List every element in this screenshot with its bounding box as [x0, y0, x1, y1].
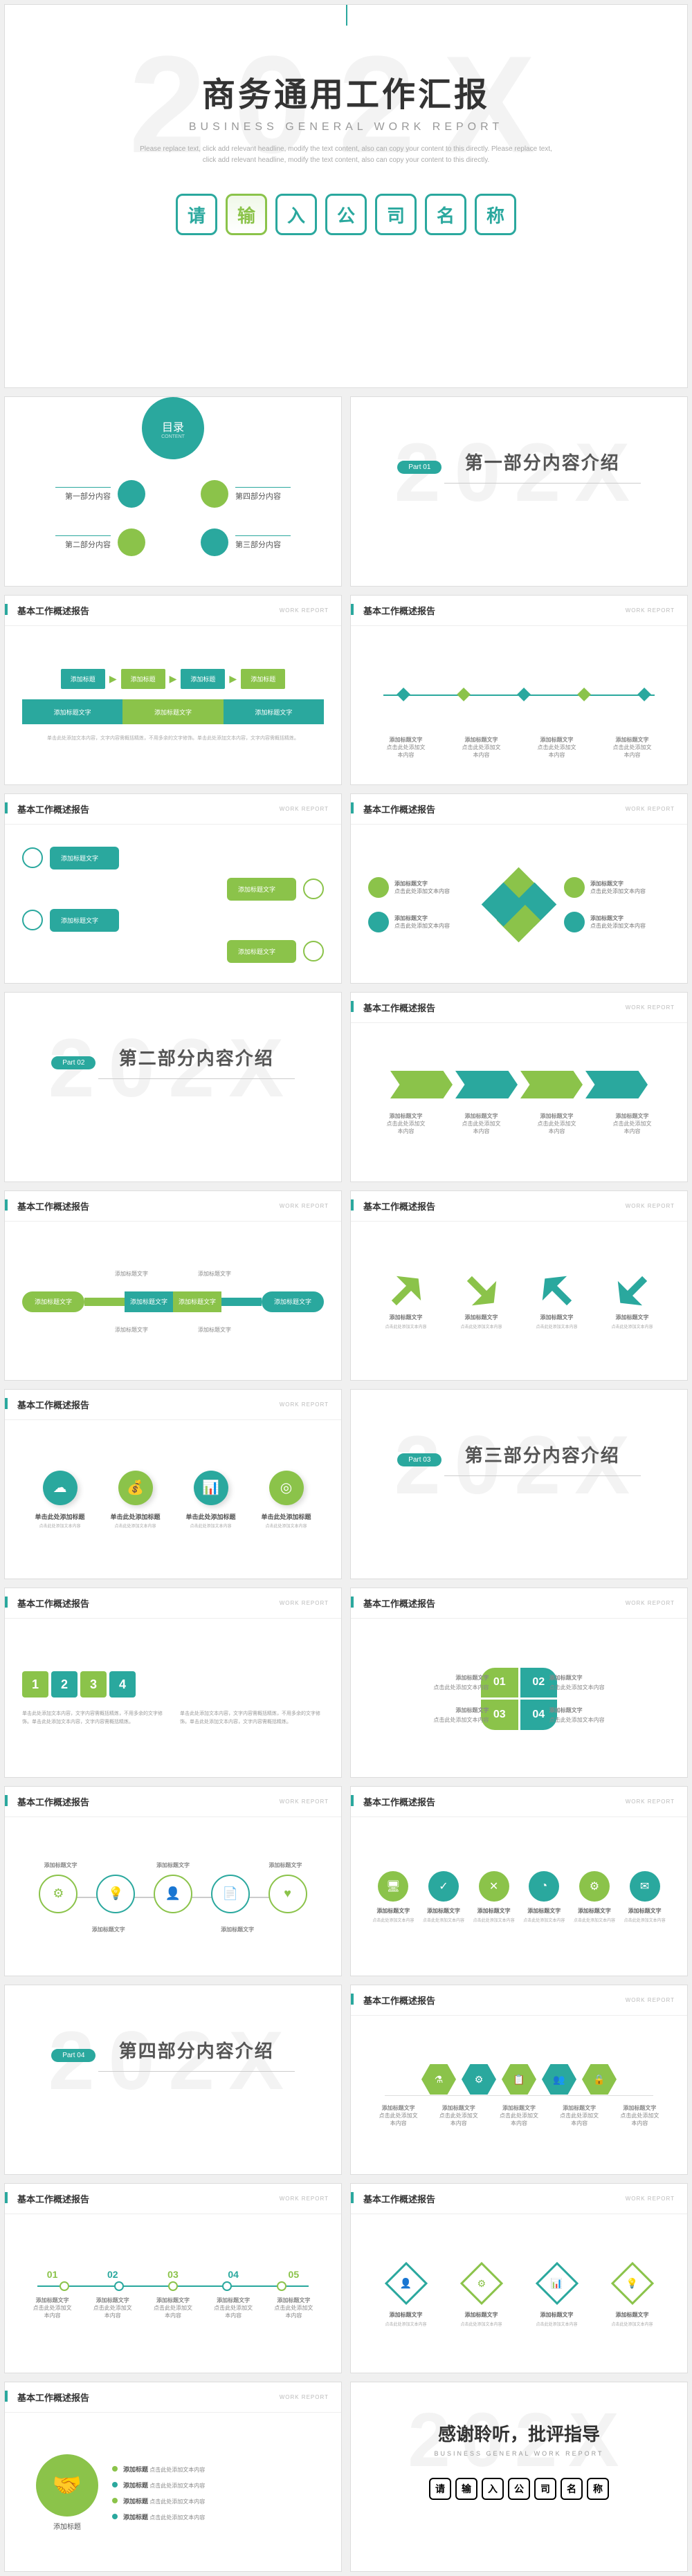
hex-icon: 👥 [542, 2064, 576, 2095]
diamond-icon: ⚙ [459, 2262, 502, 2305]
hex-icon: ⚗ [421, 2064, 456, 2095]
target-icon: ◎ [269, 1471, 304, 1505]
slide-hex: 基本工作概述报告WORK REPORT ⚗ ⚙ 📋 👥 🔒 添加标题文字点击此处… [350, 1985, 688, 2175]
cover-subtitle: BUSINESS GENERAL WORK REPORT [5, 121, 687, 134]
slide-grid22: 基本工作概述报告WORK REPORT 添加标题文字点击此处添加文本内容 添加标… [350, 1588, 688, 1778]
slide-timeline: 基本工作概述报告WORK REPORT 添加标题文字点击此处添加文本内容 添加标… [350, 595, 688, 785]
box: 入 [275, 194, 317, 235]
toc-item: 第四部分内容 [201, 480, 307, 508]
arrow-icon [608, 1267, 657, 1316]
slide-big-arrows: 基本工作概述报告WORK REPORT 添加标题文字点击此处添加文本内容 添加标… [350, 1190, 688, 1381]
part-badge: Part 01 [397, 461, 441, 474]
box: 司 [375, 194, 417, 235]
slide-chevrons: 基本工作概述报告WORK REPORT 添加标题文字点击此处添加文本内容 添加标… [350, 992, 688, 1182]
x-icon: ✕ [479, 1871, 509, 1902]
gear-icon: ⚙ [39, 1875, 78, 1913]
doc-icon: 📄 [211, 1875, 250, 1913]
box: 名 [425, 194, 466, 235]
section-1-intro: 202X Part 01 第一部分内容介绍 [350, 396, 688, 587]
pie-icon: ◔ [529, 1871, 559, 1902]
hex-icon: 📋 [502, 2064, 536, 2095]
toc-center: 目录CONTENT [142, 397, 204, 459]
check-icon: ✓ [428, 1871, 459, 1902]
handshake-icon: 🤝 [36, 2454, 98, 2517]
flow-wide: 添加标题文字 添加标题文字 添加标题文字 [22, 699, 324, 724]
slide-diamonds: 基本工作概述报告WORK REPORT 👤添加标题文字点击此处添加文本内容 ⚙添… [350, 2183, 688, 2373]
section-title: 第一部分内容介绍 [444, 449, 641, 484]
flow-row: 添加标题▶ 添加标题▶ 添加标题▶ 添加标题 [61, 669, 285, 689]
section-3-intro: 202X Part 03 第三部分内容介绍 [350, 1389, 688, 1579]
box: 称 [475, 194, 516, 235]
section-2-intro: 202X Part 02 第二部分内容介绍 [4, 992, 342, 1182]
slide-bubbles: 基本工作概述报告WORK REPORT 添加标题文字 添加标题文字 添加标题文字… [4, 793, 342, 984]
slide-timeline-num: 基本工作概述报告WORK REPORT 01 02 03 04 05 添加标题文… [4, 2183, 342, 2373]
diamond-icon [488, 874, 550, 936]
hex-icon: 🔒 [582, 2064, 617, 2095]
slide-handshake: 基本工作概述报告WORK REPORT 🤝 添加标题 添加标题 点击此处添加文本… [4, 2382, 342, 2572]
arrow-icon [381, 1267, 430, 1316]
toc-slide: 目录CONTENT 第一部分内容 第四部分内容 第二部分内容 第三部分内容 [4, 396, 342, 587]
closing-slide: 202X 感谢聆听，批评指导 BUSINESS GENERAL WORK REP… [350, 2382, 688, 2572]
box: 公 [325, 194, 367, 235]
bulb-icon: 💡 [96, 1875, 135, 1913]
slide-connected-circles: 基本工作概述报告WORK REPORT 添加标题文字 添加标题文字 添加标题文字… [4, 1786, 342, 1976]
cloud-icon: ☁ [43, 1471, 78, 1505]
mail-icon: ✉ [630, 1871, 660, 1902]
accent-line [346, 5, 347, 26]
slide-flow: 基本工作概述报告WORK REPORT 添加标题▶ 添加标题▶ 添加标题▶ 添加… [4, 595, 342, 785]
arrow-icon [457, 1267, 506, 1316]
toc-item: 第二部分内容 [39, 528, 145, 556]
section-4-intro: 202X Part 04 第四部分内容介绍 [4, 1985, 342, 2175]
heart-icon: ♥ [268, 1875, 307, 1913]
hex-icon: ⚙ [462, 2064, 496, 2095]
slide-diamond: 基本工作概述报告WORK REPORT 添加标题文字点击此处添加文本内容 添加标… [350, 793, 688, 984]
gear-icon: ⚙ [579, 1871, 610, 1902]
diamond-icon: 📊 [535, 2262, 578, 2305]
company-boxes: 请 输 入 公 司 名 称 [5, 194, 687, 235]
slide-six-circles: 基本工作概述报告WORK REPORT 🖥添加标题文字点击此处添加文本内容 ✓添… [350, 1786, 688, 1976]
box: 请 [176, 194, 217, 235]
slide-circle-icons: 基本工作概述报告WORK REPORT ☁单击此处添加标题点击此处添加文本内容 … [4, 1389, 342, 1579]
cover-desc: Please replace text, click add relevant … [138, 144, 554, 166]
monitor-icon: 🖥 [378, 1871, 408, 1902]
chart-icon: 📊 [194, 1471, 228, 1505]
box: 输 [226, 194, 267, 235]
person-icon: 👤 [154, 1875, 192, 1913]
diamond-icon: 👤 [384, 2262, 427, 2305]
toc-item: 第一部分内容 [39, 480, 145, 508]
cover-title: 商务通用工作汇报 [5, 67, 687, 116]
toc-item: 第三部分内容 [201, 528, 307, 556]
slide-dumbbell: 基本工作概述报告WORK REPORT 添加标题文字添加标题文字 添加标题文字 … [4, 1190, 342, 1381]
closing-title: 感谢聆听，批评指导 [351, 2420, 687, 2446]
arrow-icon [532, 1267, 581, 1316]
money-icon: 💰 [118, 1471, 153, 1505]
diamond-icon: 💡 [610, 2262, 653, 2305]
cover-slide: 202X 商务通用工作汇报 BUSINESS GENERAL WORK REPO… [4, 4, 688, 388]
slide-numbered: 基本工作概述报告WORK REPORT 1 2 3 4 单击此处添加文本内容，文… [4, 1588, 342, 1778]
